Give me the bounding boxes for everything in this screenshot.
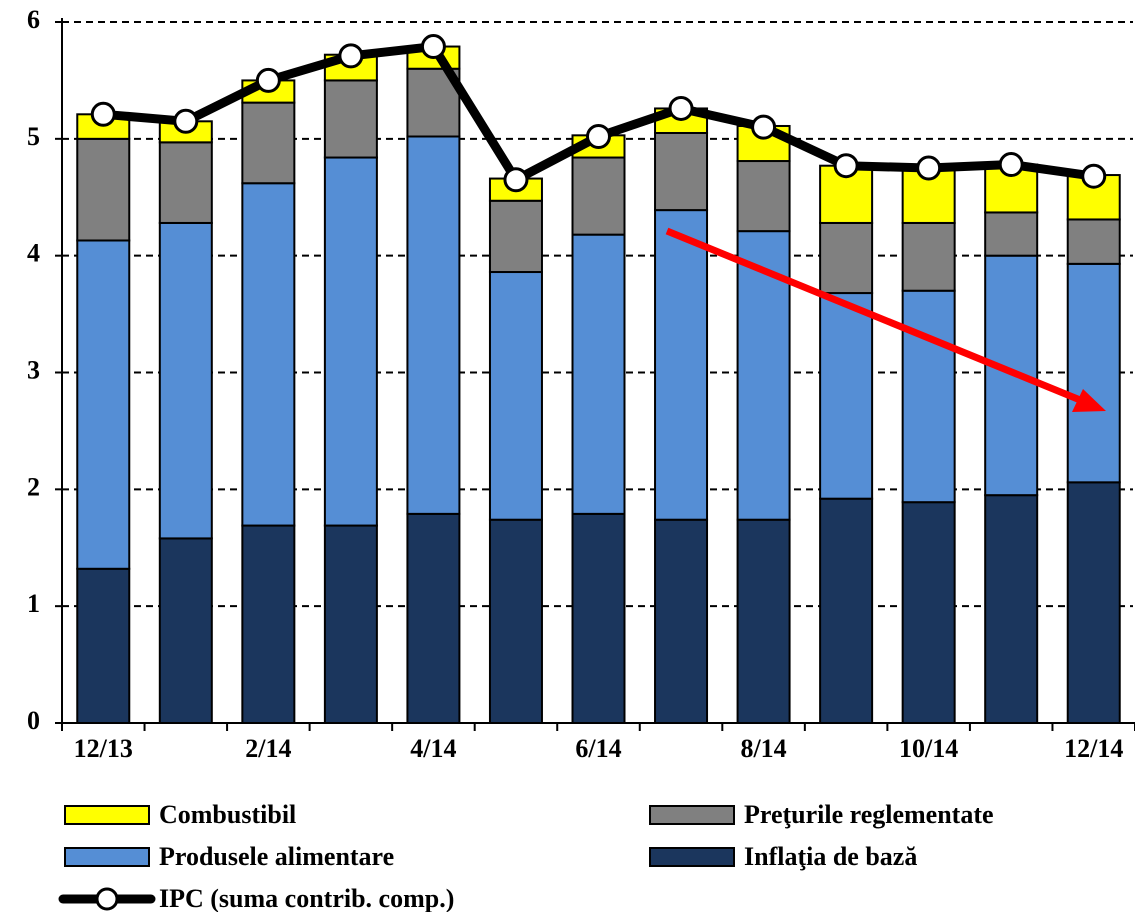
- bar-segment: [984, 211, 1039, 257]
- legend-label: Combustibil: [159, 800, 296, 829]
- x-tick-label: 2/14: [245, 734, 291, 763]
- bar-segment: [158, 537, 213, 724]
- line-marker: [833, 153, 859, 179]
- line-marker: [255, 67, 281, 93]
- line-marker: [420, 34, 446, 60]
- y-tick-label: 5: [27, 122, 40, 151]
- bar-segment: [323, 79, 378, 159]
- bar-segment: [984, 494, 1039, 724]
- bar-segment: [76, 567, 131, 725]
- bar-segment: [736, 518, 791, 725]
- bar-segment: [1066, 218, 1121, 265]
- line-marker: [916, 155, 942, 181]
- bar-segment: [406, 512, 461, 725]
- line-marker: [503, 167, 529, 193]
- bar-segment: [571, 512, 626, 725]
- line-marker: [998, 152, 1024, 178]
- bar-segment: [901, 221, 956, 292]
- y-tick-label: 4: [27, 239, 40, 268]
- bar-segment: [406, 135, 461, 515]
- bar-segment: [1066, 262, 1121, 484]
- bar-segment: [571, 156, 626, 236]
- bar-segment: [76, 239, 131, 570]
- bar-segment: [241, 182, 296, 527]
- bar-segment: [901, 501, 956, 724]
- bar-segment: [819, 292, 874, 500]
- line-marker: [1081, 163, 1107, 189]
- bar-segment: [654, 209, 709, 521]
- bar-segment: [1066, 481, 1121, 724]
- trend-arrowhead: [1072, 389, 1106, 412]
- bar-segment: [488, 518, 543, 725]
- x-tick-label: 6/14: [575, 734, 621, 763]
- bar-segment: [736, 160, 791, 233]
- line-marker: [668, 95, 694, 121]
- legend-swatch: [649, 805, 735, 825]
- trend-arrow: [665, 227, 1087, 406]
- bar-segment: [158, 221, 213, 540]
- bar-segment: [654, 518, 709, 725]
- legend-label: Inflaţia de bază: [744, 842, 917, 871]
- x-tick-label: 12/14: [1064, 734, 1123, 763]
- line-marker: [338, 43, 364, 69]
- bar-segment: [571, 233, 626, 515]
- legend-swatch: [64, 805, 150, 825]
- y-tick-label: 2: [27, 472, 40, 501]
- y-tick-label: 6: [27, 5, 40, 34]
- bar-segment: [819, 497, 874, 724]
- x-tick-label: 12/13: [74, 734, 133, 763]
- legend-label: Preţurile reglementate: [744, 800, 994, 829]
- legend-swatch: [649, 847, 735, 867]
- legend-swatch: [64, 847, 150, 867]
- y-tick-label: 3: [27, 355, 40, 384]
- bar-segment: [241, 524, 296, 725]
- x-tick-label: 8/14: [740, 734, 786, 763]
- bar-segment: [76, 137, 131, 242]
- bar-segment: [488, 271, 543, 521]
- bar-segment: [488, 199, 543, 274]
- bar-segment: [323, 524, 378, 725]
- bar-segment: [901, 289, 956, 504]
- legend-marker: [95, 887, 119, 911]
- bar-segment: [158, 141, 213, 224]
- line-marker: [751, 114, 777, 140]
- legend-label: Produsele alimentare: [159, 842, 394, 871]
- y-tick-label: 0: [27, 706, 40, 735]
- x-tick-label: 4/14: [410, 734, 456, 763]
- y-tick-label: 1: [27, 589, 40, 618]
- legend-label: IPC (suma contrib. comp.): [159, 884, 454, 912]
- bar-segment: [323, 156, 378, 527]
- line-marker: [173, 108, 199, 134]
- bar-segment: [819, 221, 874, 295]
- line-marker: [586, 123, 611, 149]
- line-marker: [90, 101, 116, 127]
- bar-segment: [654, 131, 709, 212]
- x-tick-label: 10/14: [899, 734, 958, 763]
- bar-segment: [241, 101, 296, 185]
